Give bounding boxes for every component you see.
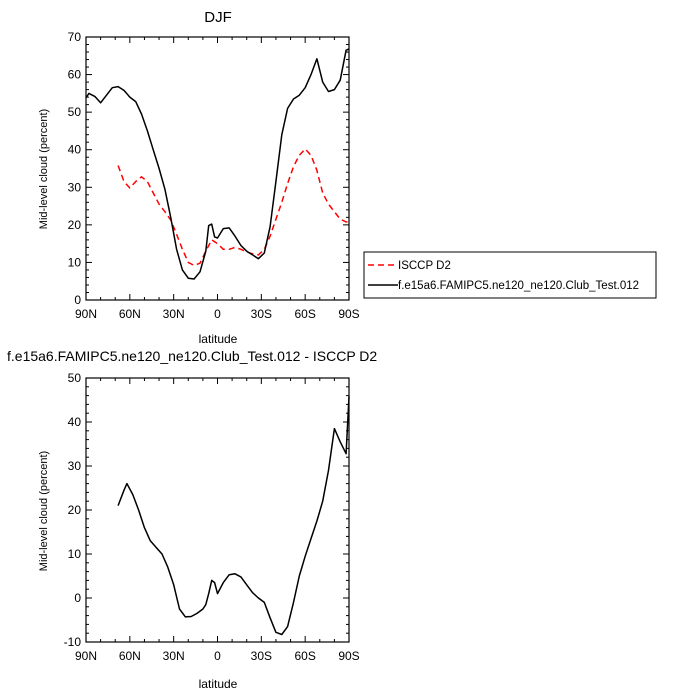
y-axis-label-bottom: Mid-level cloud (percent) <box>38 451 50 571</box>
top-y-tick-label: 50 <box>68 105 82 119</box>
bottom-y-tick-label: 20 <box>68 503 82 517</box>
bottom-y-tick-label: -10 <box>64 635 82 649</box>
top-y-tick-label: 40 <box>68 143 82 157</box>
bottom-x-tick-label: 90N <box>75 649 97 663</box>
bottom-x-tick-label: 30N <box>163 649 185 663</box>
top-y-tick-label: 70 <box>68 30 82 44</box>
bottom-frame <box>85 377 350 643</box>
bottom-y-tick-label: 50 <box>68 371 82 385</box>
legend-box <box>363 251 657 299</box>
legend-label-isccp: ISCCP D2 <box>398 260 451 272</box>
bottom-y-tick-label: 10 <box>68 547 82 561</box>
top-y-tick-label: 10 <box>68 255 82 269</box>
bottom-y-tick-label: 40 <box>68 415 82 429</box>
top-y-tick-label: 30 <box>68 180 82 194</box>
top-x-tick-label: 0 <box>214 307 221 321</box>
x-axis-label-top: latitude <box>199 332 238 346</box>
top-y-tick-label: 20 <box>68 218 82 232</box>
top-series-1-line <box>85 48 350 280</box>
bottom-y-tick-label: 0 <box>74 591 81 605</box>
top-x-tick-label: 30S <box>251 307 272 321</box>
top-x-tick-label: 60S <box>294 307 315 321</box>
y-axis-label-top: Mid-level cloud (percent) <box>38 109 50 229</box>
bottom-x-tick-label: 60N <box>119 649 141 663</box>
top-series-0-line <box>117 148 349 267</box>
bottom-x-tick-label: 30S <box>251 649 272 663</box>
plot-area-bottom: 90N 60N 30N 0 30S 60S 90S -10 0 10 20 30 40 50 <box>64 371 360 663</box>
chart-title-top: DJF <box>204 9 232 26</box>
plot-area-top: 90N 60N 30N 0 30S 60S 90S 0 10 20 30 40 50 60 70 <box>68 30 360 321</box>
bottom-x-tick-label: 90S <box>338 649 359 663</box>
bottom-x-tick-label: 60S <box>294 649 315 663</box>
legend-label-model: f.e15a6.FAMIPC5.ne120_ne120.Club_Test.01… <box>398 280 639 292</box>
bottom-y-tick-label: 30 <box>68 459 82 473</box>
chart-title-bottom: f.e15a6.FAMIPC5.ne120_ne120.Club_Test.01… <box>7 348 377 364</box>
bottom-x-tick-label: 0 <box>214 649 221 663</box>
top-y-tick-label: 0 <box>74 293 81 307</box>
legend: ISCCP D2 f.e15a6.FAMIPC5.ne120_ne120.Clu… <box>363 251 657 299</box>
bottom-series-0-line <box>117 396 350 636</box>
top-x-tick-label: 90S <box>338 307 359 321</box>
top-x-tick-label: 30N <box>163 307 185 321</box>
top-x-tick-label: 90N <box>75 307 97 321</box>
x-axis-label-bottom: latitude <box>199 677 238 691</box>
top-x-tick-label: 60N <box>119 307 141 321</box>
top-y-tick-label: 60 <box>68 68 82 82</box>
